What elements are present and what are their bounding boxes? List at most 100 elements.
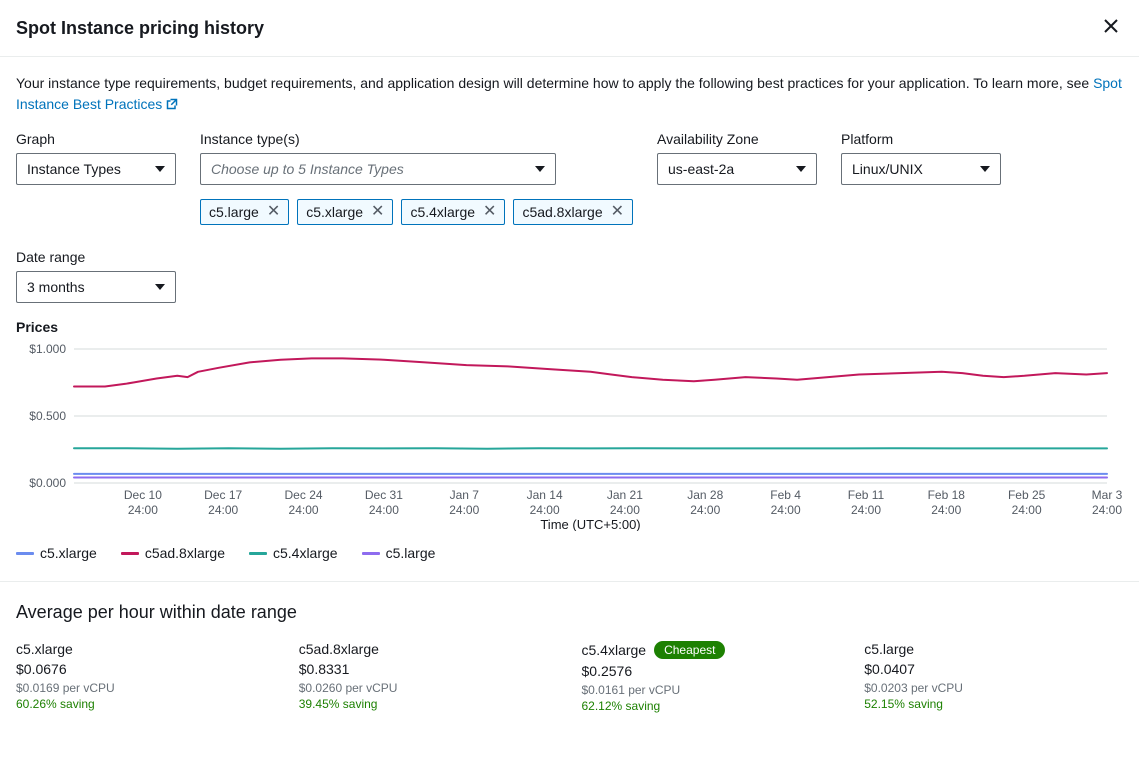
svg-text:24:00: 24:00 [530, 503, 560, 517]
average-vcpu-price: $0.0169 per vCPU [16, 681, 275, 695]
average-price: $0.0407 [864, 661, 1123, 677]
chevron-down-icon [796, 166, 806, 172]
price-chart: $0.000$0.500$1.000Dec 1024:00Dec 1724:00… [16, 341, 1123, 531]
average-card: c5ad.8xlarge $0.8331 $0.0260 per vCPU 39.45… [299, 641, 558, 713]
svg-text:Dec 10: Dec 10 [124, 488, 162, 502]
svg-text:24:00: 24:00 [690, 503, 720, 517]
svg-text:24:00: 24:00 [449, 503, 479, 517]
date-range-label: Date range [16, 249, 176, 265]
svg-text:Jan 28: Jan 28 [687, 488, 723, 502]
average-price: $0.2576 [582, 663, 841, 679]
svg-text:24:00: 24:00 [1092, 503, 1122, 517]
averages-title: Average per hour within date range [16, 602, 1123, 623]
graph-label: Graph [16, 131, 176, 147]
legend-swatch [16, 552, 34, 555]
cheapest-badge: Cheapest [654, 641, 725, 659]
graph-select[interactable]: Instance Types [16, 153, 176, 185]
svg-text:24:00: 24:00 [931, 503, 961, 517]
average-price: $0.8331 [299, 661, 558, 677]
svg-text:$1.000: $1.000 [29, 342, 66, 356]
prices-title: Prices [16, 319, 1123, 335]
average-saving: 39.45% saving [299, 697, 558, 711]
az-select-value: us-east-2a [668, 161, 734, 177]
svg-text:Time (UTC+5:00): Time (UTC+5:00) [540, 517, 640, 531]
az-select[interactable]: us-east-2a [657, 153, 817, 185]
legend-item: c5.large [362, 545, 436, 561]
average-vcpu-price: $0.0260 per vCPU [299, 681, 558, 695]
instance-types-select[interactable]: Choose up to 5 Instance Types [200, 153, 556, 185]
svg-text:Feb 18: Feb 18 [928, 488, 966, 502]
average-card: c5.4xlarge Cheapest $0.2576 $0.0161 per vCP… [582, 641, 841, 713]
average-saving: 60.26% saving [16, 697, 275, 711]
average-vcpu-price: $0.0203 per vCPU [864, 681, 1123, 695]
average-saving: 52.15% saving [864, 697, 1123, 711]
average-vcpu-price: $0.0161 per vCPU [582, 683, 841, 697]
chevron-down-icon [155, 284, 165, 290]
section-divider [0, 581, 1139, 582]
platform-select[interactable]: Linux/UNIX [841, 153, 1001, 185]
svg-text:24:00: 24:00 [851, 503, 881, 517]
average-instance-name: c5.xlarge [16, 641, 73, 657]
chevron-down-icon [535, 166, 545, 172]
svg-text:Dec 17: Dec 17 [204, 488, 242, 502]
svg-text:Jan 21: Jan 21 [607, 488, 643, 502]
svg-text:Feb 4: Feb 4 [770, 488, 801, 502]
average-instance-name: c5.4xlarge [582, 642, 647, 658]
svg-text:$0.000: $0.000 [29, 476, 66, 490]
legend-label: c5.large [386, 545, 436, 561]
average-instance-name: c5ad.8xlarge [299, 641, 379, 657]
svg-text:24:00: 24:00 [289, 503, 319, 517]
average-instance-name: c5.large [864, 641, 914, 657]
legend-swatch [362, 552, 380, 555]
tag-label: c5.large [209, 204, 259, 220]
average-card: c5.large $0.0407 $0.0203 per vCPU 52.15% sa… [864, 641, 1123, 713]
remove-tag-icon[interactable]: ✕ [611, 204, 624, 220]
graph-select-value: Instance Types [27, 161, 121, 177]
legend-swatch [121, 552, 139, 555]
instance-type-tag: c5.4xlarge ✕ [401, 199, 505, 225]
svg-text:24:00: 24:00 [1012, 503, 1042, 517]
remove-tag-icon[interactable]: ✕ [371, 204, 384, 220]
svg-text:Feb 25: Feb 25 [1008, 488, 1046, 502]
instance-type-tag: c5.large ✕ [200, 199, 289, 225]
tag-label: c5.xlarge [306, 204, 363, 220]
instance-type-tag: c5ad.8xlarge ✕ [513, 199, 633, 225]
legend-swatch [249, 552, 267, 555]
svg-text:Mar 3: Mar 3 [1092, 488, 1123, 502]
average-saving: 62.12% saving [582, 699, 841, 713]
svg-text:Jan 14: Jan 14 [527, 488, 563, 502]
average-price: $0.0676 [16, 661, 275, 677]
date-range-select-value: 3 months [27, 279, 85, 295]
az-label: Availability Zone [657, 131, 817, 147]
legend-item: c5ad.8xlarge [121, 545, 225, 561]
chevron-down-icon [155, 166, 165, 172]
tag-label: c5.4xlarge [410, 204, 475, 220]
chart-legend: c5.xlargec5ad.8xlargec5.4xlargec5.large [16, 545, 1123, 561]
svg-text:24:00: 24:00 [208, 503, 238, 517]
svg-text:Jan 7: Jan 7 [450, 488, 480, 502]
intro-prefix: Your instance type requirements, budget … [16, 75, 1093, 91]
intro-text: Your instance type requirements, budget … [16, 73, 1123, 115]
remove-tag-icon[interactable]: ✕ [483, 204, 496, 220]
average-card: c5.xlarge $0.0676 $0.0169 per vCPU 60.26% s… [16, 641, 275, 713]
platform-label: Platform [841, 131, 1001, 147]
external-link-icon [166, 98, 178, 110]
date-range-select[interactable]: 3 months [16, 271, 176, 303]
svg-text:Dec 24: Dec 24 [285, 488, 323, 502]
legend-item: c5.4xlarge [249, 545, 338, 561]
page-title: Spot Instance pricing history [16, 18, 264, 39]
svg-text:24:00: 24:00 [369, 503, 399, 517]
instance-type-tags: c5.large✕c5.xlarge✕c5.4xlarge✕c5ad.8xlar… [200, 199, 633, 225]
close-button[interactable] [1099, 14, 1123, 42]
platform-select-value: Linux/UNIX [852, 161, 923, 177]
tag-label: c5ad.8xlarge [522, 204, 602, 220]
remove-tag-icon[interactable]: ✕ [267, 204, 280, 220]
legend-label: c5.4xlarge [273, 545, 338, 561]
svg-text:24:00: 24:00 [128, 503, 158, 517]
instance-types-placeholder: Choose up to 5 Instance Types [211, 161, 404, 177]
chevron-down-icon [980, 166, 990, 172]
instance-types-label: Instance type(s) [200, 131, 633, 147]
instance-type-tag: c5.xlarge ✕ [297, 199, 393, 225]
averages-grid: c5.xlarge $0.0676 $0.0169 per vCPU 60.26% s… [16, 641, 1123, 713]
svg-text:24:00: 24:00 [610, 503, 640, 517]
